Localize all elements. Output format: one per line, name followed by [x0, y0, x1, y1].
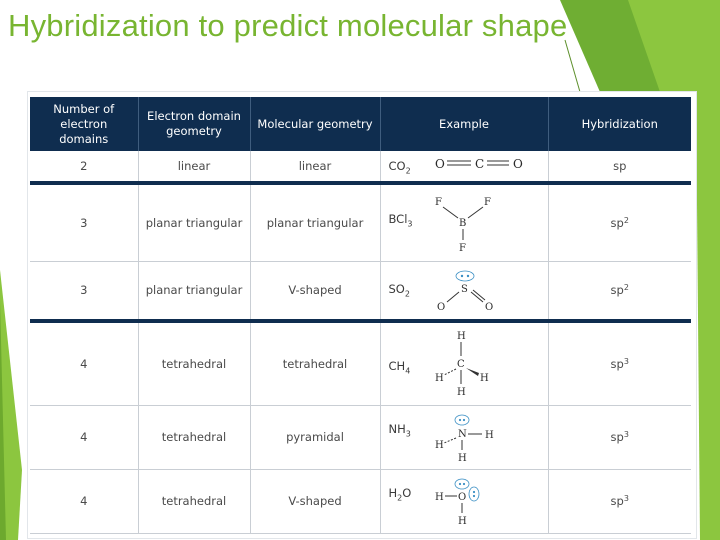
header-number-of-domains: Number of electron domains [30, 97, 138, 151]
nh3-lone-pair [454, 414, 469, 425]
table-row: 3 planar triangular V-shaped SO2 S O O [30, 261, 691, 323]
cell-number: 3 [30, 261, 138, 323]
cell-molecular-geometry: pyramidal [249, 405, 380, 470]
nh3-atom-h-bottom: H [458, 453, 467, 464]
header-hybridization: Hybridization [547, 97, 691, 151]
formula-bcl3: BCl3 [388, 212, 413, 229]
h2o-lone-pair-right [468, 486, 479, 501]
nh3-atom-n: N [458, 429, 467, 440]
cell-domain-geometry: linear [137, 151, 250, 185]
nh3-atom-h-right: H [485, 430, 494, 441]
header-molecular-geometry: Molecular geometry [249, 97, 380, 151]
h2o-lone-pair-top [454, 478, 469, 489]
cell-hybridization: sp3 [547, 321, 691, 406]
cell-number: 3 [30, 183, 138, 262]
green-shard-right-dark [560, 0, 672, 92]
cell-molecular-geometry: linear [249, 151, 380, 185]
cell-molecular-geometry: V-shaped [249, 469, 380, 534]
h2o-atom-o: O [458, 492, 466, 503]
bcl3-atom-f-right: F [484, 197, 491, 208]
cell-molecular-geometry: tetrahedral [249, 321, 380, 406]
slide-title: Hybridization to predict molecular shape [8, 8, 568, 43]
bcl3-atom-b: B [459, 218, 466, 229]
so2-atom-o-left: O [437, 302, 445, 313]
so2-structure: S O O [437, 270, 493, 313]
co2-structure: O C O [435, 157, 523, 171]
h2o-atom-h-left: H [435, 492, 444, 503]
cell-molecular-geometry: planar triangular [249, 183, 380, 262]
cell-molecular-geometry: V-shaped [249, 261, 380, 323]
ch4-structure: H C H H H [435, 331, 489, 398]
table-row: 3 planar triangular planar triangular BC… [30, 183, 691, 262]
thin-accent-line [564, 39, 581, 93]
green-shard-right [628, 0, 720, 92]
cell-example: CO2 O C O [379, 151, 548, 185]
cell-domain-geometry: planar triangular [137, 261, 250, 323]
cell-number: 4 [30, 469, 138, 534]
cell-hybridization: sp3 [547, 405, 691, 470]
cell-number: 2 [30, 151, 138, 185]
cell-number: 4 [30, 405, 138, 470]
ch4-atom-c: C [457, 359, 465, 370]
header-domain-geometry: Electron domain geometry [137, 97, 250, 151]
cell-hybridization: sp2 [547, 261, 691, 323]
cell-number: 4 [30, 321, 138, 406]
nh3-atom-h-left: H [435, 440, 444, 451]
cell-hybridization: sp3 [547, 469, 691, 534]
bcl3-atom-f-left: F [435, 197, 442, 208]
so2-lone-pair [455, 270, 474, 281]
co2-atom-o-left: O [435, 157, 445, 171]
so2-atom-s: S [461, 284, 468, 295]
co2-atom-o-right: O [513, 157, 523, 171]
so2-atom-o-right: O [485, 302, 493, 313]
ch4-atom-h-top: H [457, 331, 466, 342]
formula-ch4: CH4 [388, 359, 411, 376]
cell-hybridization: sp [547, 151, 691, 185]
cell-example: H2O O H H [379, 469, 548, 534]
bcl3-atom-f-bottom: F [459, 243, 466, 254]
nh3-structure: N H H H [435, 414, 494, 464]
cell-example: CH4 H C H H H [379, 321, 548, 406]
ch4-atom-h-bottom: H [457, 387, 466, 398]
cell-domain-geometry: planar triangular [137, 183, 250, 262]
cell-example: NH3 N H H H [379, 405, 548, 470]
h2o-structure: O H H [435, 478, 479, 527]
table-row: 4 tetrahedral V-shaped H2O O [30, 469, 691, 534]
header-example: Example [379, 97, 548, 151]
table-row: 4 tetrahedral pyramidal NH3 N H H [30, 405, 691, 470]
table-header-row: Number of electron domains Electron doma… [30, 97, 691, 151]
formula-so2: SO2 [388, 281, 410, 298]
green-shard-left [0, 270, 22, 540]
formula-h2o: H2O [388, 485, 412, 502]
ch4-atom-h-right: H [480, 373, 489, 384]
ch4-atom-h-left: H [435, 373, 444, 384]
cell-domain-geometry: tetrahedral [137, 405, 250, 470]
cell-domain-geometry: tetrahedral [137, 469, 250, 534]
h2o-atom-h-bottom: H [458, 516, 467, 527]
green-shard-right-edge [696, 92, 720, 540]
table-row: 4 tetrahedral tetrahedral CH4 H C H H H [30, 321, 691, 406]
cell-hybridization: sp2 [547, 183, 691, 262]
green-shard-left-thin [0, 300, 6, 540]
bcl3-structure: F F B F [435, 197, 491, 254]
table-row: 2 linear linear CO2 O C O sp [30, 151, 691, 185]
cell-example: BCl3 F F B F [379, 183, 548, 262]
cell-domain-geometry: tetrahedral [137, 321, 250, 406]
cell-example: SO2 S O O [379, 261, 548, 323]
geometry-table-panel: Number of electron domains Electron doma… [28, 92, 696, 538]
formula-co2: CO2 [388, 159, 411, 176]
formula-nh3: NH3 [388, 421, 411, 438]
geometry-table: Number of electron domains Electron doma… [30, 97, 691, 534]
co2-atom-c: C [475, 157, 484, 171]
